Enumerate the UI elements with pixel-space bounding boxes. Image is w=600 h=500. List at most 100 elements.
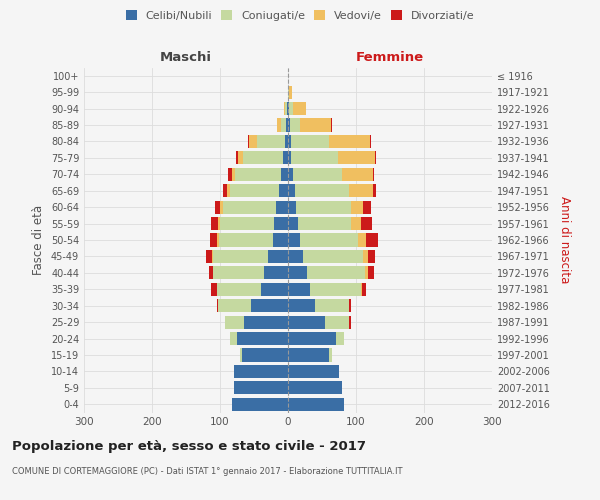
Bar	[284, 135, 288, 148]
Legend: Celibi/Nubili, Coniugati/e, Vedovi/e, Divorziati/e: Celibi/Nubili, Coniugati/e, Vedovi/e, Di…	[121, 6, 479, 25]
Bar	[220, 217, 274, 230]
Bar	[209, 266, 212, 280]
Bar	[289, 86, 292, 98]
Bar	[288, 348, 329, 362]
Bar	[288, 86, 289, 98]
Bar	[288, 200, 296, 213]
Bar	[288, 118, 290, 132]
Bar	[288, 266, 307, 280]
Bar	[373, 184, 376, 198]
Bar	[223, 200, 276, 213]
Bar	[268, 250, 288, 263]
Bar	[211, 217, 218, 230]
Bar	[363, 250, 368, 263]
Bar	[288, 282, 310, 296]
Bar	[373, 168, 374, 181]
Bar	[273, 234, 288, 246]
Y-axis label: Fasce di età: Fasce di età	[32, 205, 45, 275]
Bar	[300, 118, 331, 132]
Bar	[284, 102, 285, 115]
Bar	[212, 266, 213, 280]
Bar	[293, 168, 343, 181]
Bar	[351, 217, 361, 230]
Bar	[338, 152, 375, 164]
Bar	[232, 168, 235, 181]
Bar	[288, 102, 289, 115]
Bar	[286, 118, 288, 132]
Bar	[349, 299, 350, 312]
Bar	[211, 234, 217, 246]
Text: Popolazione per età, sesso e stato civile - 2017: Popolazione per età, sesso e stato civil…	[12, 440, 366, 453]
Bar	[287, 102, 288, 115]
Bar	[206, 250, 212, 263]
Bar	[279, 184, 288, 198]
Bar	[220, 200, 223, 213]
Bar	[349, 184, 373, 198]
Bar	[296, 200, 350, 213]
Bar	[274, 217, 288, 230]
Bar	[285, 102, 287, 115]
Bar	[233, 382, 288, 394]
Bar	[288, 299, 315, 312]
Bar	[217, 299, 218, 312]
Bar	[349, 316, 350, 328]
Bar	[230, 332, 237, 345]
Y-axis label: Anni di nascita: Anni di nascita	[557, 196, 571, 284]
Bar	[375, 152, 376, 164]
Bar	[361, 282, 362, 296]
Bar	[350, 200, 363, 213]
Bar	[295, 184, 349, 198]
Bar	[288, 398, 344, 411]
Bar	[281, 118, 286, 132]
Bar	[300, 234, 358, 246]
Bar	[365, 266, 368, 280]
Bar	[236, 152, 238, 164]
Bar	[288, 250, 303, 263]
Bar	[238, 152, 243, 164]
Bar	[288, 135, 292, 148]
Bar	[366, 234, 379, 246]
Bar	[243, 152, 283, 164]
Bar	[288, 316, 325, 328]
Bar	[217, 234, 218, 246]
Bar	[288, 217, 298, 230]
Bar	[292, 135, 329, 148]
Bar	[225, 316, 244, 328]
Bar	[235, 168, 281, 181]
Bar	[213, 250, 268, 263]
Bar	[288, 184, 295, 198]
Bar	[325, 316, 349, 328]
Bar	[218, 299, 251, 312]
Bar	[251, 299, 288, 312]
Bar	[213, 266, 264, 280]
Bar	[212, 250, 213, 263]
Bar	[227, 184, 230, 198]
Bar	[335, 332, 344, 345]
Bar	[290, 118, 300, 132]
Bar	[288, 332, 335, 345]
Text: Femmine: Femmine	[356, 51, 424, 64]
Bar	[288, 365, 339, 378]
Bar	[233, 365, 288, 378]
Bar	[241, 348, 242, 362]
Bar	[230, 184, 279, 198]
Bar	[361, 217, 371, 230]
Bar	[211, 282, 217, 296]
Bar	[283, 152, 288, 164]
Bar	[217, 282, 261, 296]
Bar	[237, 332, 288, 345]
Bar	[277, 118, 281, 132]
Bar	[368, 250, 375, 263]
Bar	[293, 102, 307, 115]
Bar	[248, 135, 249, 148]
Bar	[329, 348, 332, 362]
Bar	[329, 135, 370, 148]
Bar	[303, 250, 363, 263]
Bar	[244, 316, 288, 328]
Bar	[218, 217, 220, 230]
Bar	[249, 135, 257, 148]
Text: Maschi: Maschi	[160, 51, 212, 64]
Bar	[276, 200, 288, 213]
Bar	[362, 282, 365, 296]
Bar	[363, 200, 371, 213]
